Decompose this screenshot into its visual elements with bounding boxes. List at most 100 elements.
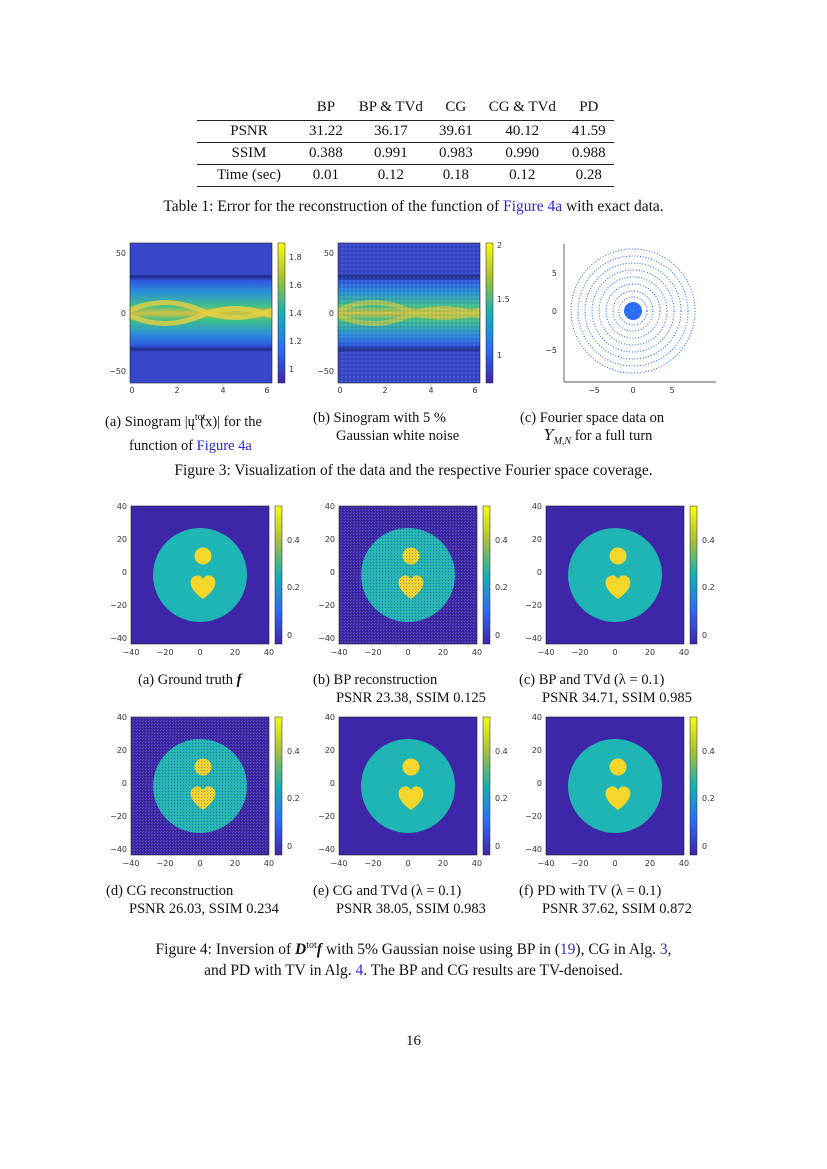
x-tick-label: 40 <box>679 648 689 657</box>
y-tick-label: 20 <box>532 746 542 755</box>
colorbar-tick: 0.2 <box>287 583 300 592</box>
figure-3-caption: Figure 3: Visualization of the data and … <box>174 462 653 479</box>
subcaption-4f: (f) PD with TV (λ = 0.1) PSNR 37.62, SSIM… <box>519 883 692 917</box>
y-tick-label: 40 <box>325 713 335 722</box>
x-tick-label: −20 <box>157 859 174 868</box>
y-tick-label: 0 <box>329 309 334 318</box>
colorbar-tick: 0 <box>702 842 707 851</box>
table-header-bp-tvd: BP & TVd <box>358 99 423 115</box>
table-header-row: BP BP & TVd CG CG & TVd PD <box>197 97 614 121</box>
y-tick-label: 40 <box>117 502 127 511</box>
colorbar-tick: 0.4 <box>287 536 300 545</box>
y-tick-label: 5 <box>552 269 557 278</box>
colorbar-tick: 0.4 <box>702 747 715 756</box>
x-tick-label: 5 <box>669 386 674 395</box>
colorbar-tick: 0.4 <box>287 747 300 756</box>
x-tick-label: −40 <box>331 859 348 868</box>
x-tick-label: −40 <box>123 648 140 657</box>
algorithm-3-link[interactable]: 3 <box>659 941 668 959</box>
x-tick-label: 0 <box>197 648 202 657</box>
x-tick-label: 6 <box>264 386 269 395</box>
table-row: SSIM 0.388 0.991 0.983 0.990 0.988 <box>197 142 614 165</box>
colorbar-tick: 0 <box>702 631 707 640</box>
reconstruction-plot: 40 20 0 −20 −40 −40 −20 0 20 40 0.4 0.2 0 <box>525 502 715 657</box>
y-tick-label: 0 <box>122 779 127 788</box>
colorbar <box>277 242 286 384</box>
phantom-small-circle <box>609 547 627 565</box>
reconstruction-plot: 40 20 0 −20 −40 −40 −20 0 20 40 0.4 0.2 0 <box>318 502 508 657</box>
table-row: Time (sec) 0.01 0.12 0.18 0.12 0.28 <box>197 164 614 187</box>
y-tick-label: −40 <box>318 634 335 643</box>
y-tick-label: 20 <box>117 746 127 755</box>
colorbar <box>482 505 491 645</box>
figure-4a-link[interactable]: Figure 4a <box>196 437 252 454</box>
y-tick-label: 20 <box>117 535 127 544</box>
table-header-bp: BP <box>316 99 336 115</box>
y-tick-label: 40 <box>117 713 127 722</box>
algorithm-4-link[interactable]: 4 <box>355 962 364 980</box>
noisy-sinogram-plot: 50 0 −50 0 2 4 6 2 1.5 1 <box>317 241 510 395</box>
colorbar-tick: 2 <box>497 241 502 250</box>
subcaption-3b: (b) Sinogram with 5 % Gaussian white noi… <box>313 410 460 444</box>
colorbar <box>274 716 283 856</box>
x-tick-label: 0 <box>405 859 410 868</box>
colorbar <box>689 505 698 645</box>
y-tick-label: −40 <box>110 634 127 643</box>
results-table: BP BP & TVd CG CG & TVd PD PSNR 31.22 36… <box>197 97 614 187</box>
x-tick-label: −40 <box>123 859 140 868</box>
phantom-heart <box>605 575 631 599</box>
colorbar-tick: 0 <box>287 631 292 640</box>
y-tick-label: 0 <box>330 568 335 577</box>
x-tick-label: 20 <box>230 648 240 657</box>
x-tick-label: 0 <box>630 386 635 395</box>
y-tick-label: −5 <box>545 346 557 355</box>
y-tick-label: 0 <box>537 568 542 577</box>
phantom-heart <box>398 786 424 810</box>
reconstruction-plot: 40 20 0 −20 −40 −40 −20 0 20 40 0.4 0.2 0 <box>110 713 300 868</box>
subcaption-4c: (c) BP and TVd (λ = 0.1) PSNR 34.71, SSIM… <box>519 672 692 706</box>
x-tick-label: 4 <box>220 386 225 395</box>
subcaption-3c: (c) Fourier space data on YM,N for a ful… <box>520 410 665 447</box>
phantom-disk <box>568 739 662 833</box>
y-tick-label: 40 <box>532 713 542 722</box>
y-tick-label: 0 <box>121 309 126 318</box>
x-tick-label: 20 <box>230 859 240 868</box>
phantom-disk <box>361 739 455 833</box>
x-tick-label: 20 <box>645 648 655 657</box>
fourier-sample-points <box>570 248 696 374</box>
x-tick-label: −5 <box>588 386 600 395</box>
colorbar-tick: 0.2 <box>287 794 300 803</box>
y-tick-label: −20 <box>318 812 335 821</box>
colorbar <box>689 716 698 856</box>
y-tick-label: 40 <box>532 502 542 511</box>
page-number: 16 <box>406 1033 421 1049</box>
phantom-small-circle <box>609 758 627 776</box>
colorbar-tick: 0.2 <box>495 583 508 592</box>
colorbar-tick: 0 <box>495 842 500 851</box>
y-tick-label: −20 <box>525 812 542 821</box>
y-tick-label: 0 <box>537 779 542 788</box>
colorbar-tick: 0 <box>495 631 500 640</box>
x-tick-label: 40 <box>264 859 274 868</box>
equation-19-link[interactable]: 19 <box>559 941 576 959</box>
x-tick-label: −20 <box>572 648 589 657</box>
x-tick-label: 0 <box>337 386 342 395</box>
colorbar-tick: 0 <box>287 842 292 851</box>
y-tick-label: 20 <box>532 535 542 544</box>
table-header-cg: CG <box>445 99 467 115</box>
y-tick-label: 20 <box>325 746 335 755</box>
x-tick-label: −40 <box>331 648 348 657</box>
y-tick-label: 0 <box>122 568 127 577</box>
x-tick-label: 0 <box>197 859 202 868</box>
table-header-cg-tvd: CG & TVd <box>488 99 556 115</box>
y-tick-label: 50 <box>116 249 126 258</box>
phantom-disk <box>568 528 662 622</box>
y-tick-label: −40 <box>110 845 127 854</box>
y-tick-label: −40 <box>525 845 542 854</box>
reconstruction-plot: 40 20 0 −20 −40 −40 −20 0 20 40 0.4 0.2 0 <box>525 713 715 868</box>
x-tick-label: 4 <box>428 386 433 395</box>
phantom-heart <box>190 575 216 599</box>
subcaption-4b: (b) BP reconstruction PSNR 23.38, SSIM 0.… <box>313 672 486 706</box>
figure-4a-link[interactable]: Figure 4a <box>503 198 563 215</box>
reconstruction-plot: 40 20 0 −20 −40 −40 −20 0 20 40 0.4 0.2 0 <box>318 713 508 868</box>
